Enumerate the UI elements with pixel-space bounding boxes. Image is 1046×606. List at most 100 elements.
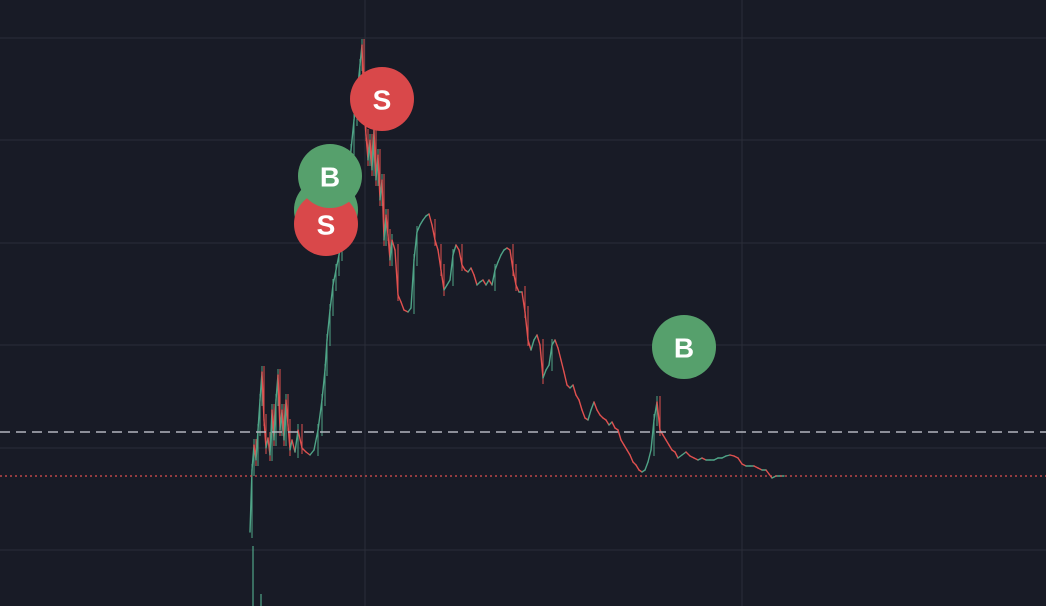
price-segment: [605, 419, 610, 426]
price-segment: [482, 279, 487, 286]
price-segment: [689, 455, 695, 459]
price-segment: [515, 284, 520, 293]
price-segment: [545, 364, 550, 371]
price-segment: [665, 439, 670, 446]
marker-circle: [350, 67, 414, 131]
price-segment: [497, 254, 502, 263]
price-segment: [400, 301, 405, 311]
marker-circle: [652, 315, 716, 379]
price-segment: [647, 449, 652, 463]
price-segment: [554, 339, 559, 349]
price-segment: [416, 224, 421, 233]
price-segment: [446, 279, 451, 286]
price-segment: [626, 449, 631, 456]
price-segment: [713, 457, 719, 461]
price-segment: [623, 444, 628, 451]
price-segment: [662, 434, 667, 441]
price-segment: [455, 244, 460, 251]
price-segment: [581, 409, 586, 419]
marker-circle: [294, 192, 358, 256]
price-segment: [527, 339, 532, 351]
price-segment: [599, 414, 604, 419]
marker-label: S: [317, 210, 336, 241]
price-segment: [587, 409, 592, 421]
price-segment: [407, 307, 412, 313]
price-segment: [467, 267, 472, 273]
price-segment: [476, 281, 481, 286]
price-segment: [721, 455, 727, 459]
marker-label: S: [373, 85, 392, 116]
price-segment: [674, 451, 679, 459]
price-segment: [644, 461, 649, 471]
price-segment: [693, 457, 699, 461]
price-segment: [473, 274, 478, 286]
price-segment: [297, 429, 303, 449]
price-segment: [309, 449, 315, 456]
price-segment: [753, 465, 759, 469]
price-segment: [313, 429, 319, 451]
price-segment: [536, 334, 541, 346]
marker-label: B: [320, 162, 340, 193]
price-segment: [500, 249, 505, 256]
price-segment: [560, 359, 565, 373]
price-segment: [617, 429, 622, 441]
buy-marker[interactable]: B: [652, 315, 716, 379]
price-segment: [443, 284, 448, 291]
price-segment: [681, 451, 687, 456]
trade-markers[interactable]: SBSBB: [294, 67, 716, 379]
price-segment: [301, 447, 307, 453]
price-segment: [397, 294, 402, 303]
price-segment: [542, 369, 547, 379]
sell-marker[interactable]: S: [350, 67, 414, 131]
price-segment: [428, 213, 433, 226]
price-segment: [677, 454, 683, 459]
price-segment: [611, 421, 616, 429]
price-segment: [557, 347, 562, 361]
price-segment: [575, 394, 580, 401]
price-segment: [596, 409, 601, 416]
price-segment: [419, 219, 424, 226]
marker-circle: [298, 144, 362, 208]
price-segment: [620, 439, 625, 446]
price-segment: [566, 384, 571, 389]
price-segment: [701, 457, 707, 461]
price-segment: [668, 444, 673, 451]
price-segment: [757, 467, 763, 471]
price-segment: [422, 215, 427, 221]
sell-marker[interactable]: S: [294, 192, 358, 256]
price-segment: [572, 384, 577, 396]
price-segment: [590, 401, 595, 411]
price-segment: [403, 309, 409, 313]
price-segment: [635, 464, 640, 471]
price-segment: [461, 264, 466, 271]
price-segment: [530, 339, 535, 351]
price-segment: [697, 457, 703, 461]
buy-marker[interactable]: B: [298, 144, 362, 208]
price-segment: [733, 455, 739, 459]
price-segment: [289, 439, 293, 451]
price-segment: [305, 451, 311, 456]
price-segment: [737, 457, 743, 465]
price-segment: [317, 399, 323, 431]
price-segment: [551, 339, 556, 346]
price-segment: [629, 454, 634, 463]
price-segment: [452, 244, 457, 256]
price-segment: [578, 399, 583, 411]
price-series: [249, 39, 785, 606]
price-segment: [563, 371, 568, 386]
price-segment: [685, 451, 691, 457]
price-segment: [632, 461, 637, 466]
marker-label: B: [674, 333, 694, 364]
price-segment: [533, 334, 538, 341]
price-segment: [434, 239, 439, 251]
price-segment: [291, 439, 296, 453]
price-segment: [593, 401, 598, 411]
price-segment: [391, 239, 396, 251]
price-segment: [741, 463, 747, 467]
price-segment: [485, 279, 490, 286]
price-reference-lines: [0, 431, 1046, 477]
price-segment: [765, 469, 770, 475]
price-segment: [470, 267, 475, 276]
